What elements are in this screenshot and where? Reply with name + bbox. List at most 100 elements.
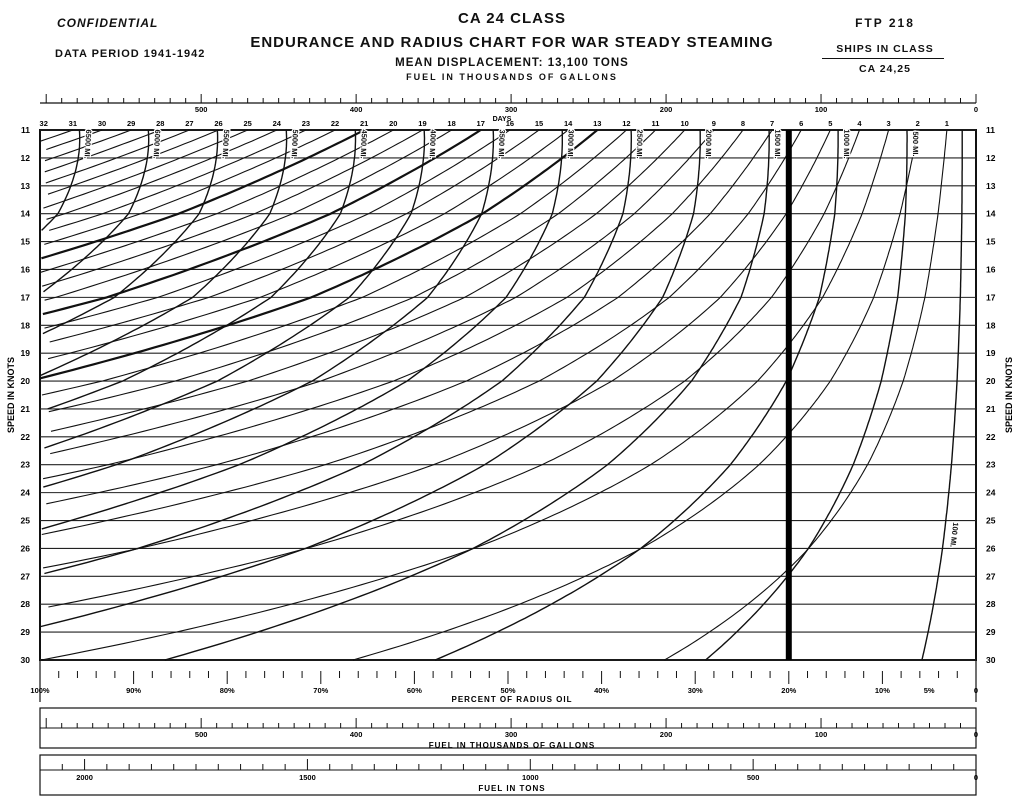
speed-tick-right: 12 (986, 153, 996, 163)
tons-axis-box (39, 754, 977, 796)
radius-curve (44, 129, 426, 449)
speed-tick-left: 21 (21, 404, 31, 414)
radius-label: 5500 MI. (221, 129, 232, 159)
days-tick-label: 21 (360, 119, 368, 128)
speed-tick-right: 20 (986, 376, 996, 386)
days-curve (44, 129, 132, 162)
radius-curve (164, 130, 770, 661)
tons-tick-label: 0 (974, 773, 978, 782)
y-axis-label-right: SPEED IN KNOTS (1004, 357, 1014, 433)
speed-tick-right: 26 (986, 543, 996, 553)
radius-curve (41, 129, 81, 231)
radius-curve (42, 129, 219, 335)
speed-tick-right: 30 (986, 655, 996, 665)
days-tick-label: 6 (799, 119, 803, 128)
percent-tick-label: 100% (30, 686, 50, 695)
speed-tick-left: 30 (21, 655, 31, 665)
speed-tick-left: 29 (21, 627, 31, 637)
top-axis-tick-label: 400 (350, 105, 363, 114)
days-curve (47, 129, 569, 360)
radius-label: 3500 MI. (497, 129, 507, 158)
days-tick-label: 20 (389, 119, 397, 128)
speed-tick-left: 22 (21, 432, 31, 442)
speed-tick-right: 23 (986, 460, 996, 470)
days-curve (664, 129, 948, 661)
days-tick-label: 3 (887, 119, 891, 128)
days-curve (46, 129, 278, 220)
days-tick-label: 28 (156, 119, 164, 128)
radius-label: 5000 MI. (290, 129, 300, 159)
speed-tick-right: 19 (986, 348, 996, 358)
days-tick-label: 16 (506, 119, 514, 128)
ships-in-class-label: SHIPS IN CLASS (836, 43, 934, 55)
days-curve (42, 129, 482, 316)
days-curve (42, 129, 831, 569)
y-axis-label-left: SPEED IN KNOTS (6, 357, 16, 433)
gallons-tick-label: 500 (195, 730, 208, 739)
days-tick-label: 25 (243, 119, 251, 128)
speed-tick-right: 11 (986, 125, 995, 135)
days-tick-label: 22 (331, 119, 339, 128)
days-tick-label: 18 (447, 119, 455, 128)
top-axis-tick-label: 0 (974, 105, 978, 114)
speed-tick-left: 18 (21, 320, 31, 330)
days-tick-label: 32 (40, 119, 48, 128)
days-axis-label: DAYS (493, 116, 512, 123)
radius-curve (43, 129, 495, 488)
radius-curve (40, 129, 701, 628)
radius-label: 4000 MI. (428, 129, 438, 159)
percent-tick-label: 0 (974, 686, 978, 695)
days-tick-label: 9 (712, 119, 716, 128)
radius-curve (921, 130, 963, 661)
gallons-tick-label: 400 (350, 730, 363, 739)
speed-tick-left: 14 (21, 209, 31, 219)
class-title: CA 24 CLASS (458, 10, 566, 27)
top-fuel-axis-label: FUEL IN THOUSANDS OF GALLONS (406, 72, 618, 82)
days-tick-label: 17 (477, 119, 485, 128)
speed-tick-right: 15 (986, 237, 996, 247)
speed-tick-right: 28 (986, 599, 996, 609)
days-curve (49, 129, 307, 231)
days-tick-label: 24 (273, 119, 282, 128)
days-tick-label: 10 (680, 119, 688, 128)
confidential-stamp: CONFIDENTIAL (57, 16, 159, 30)
days-curve (42, 129, 423, 287)
days-tick-label: 26 (214, 119, 222, 128)
days-curve (45, 129, 190, 184)
days-tick-label: 14 (564, 119, 573, 128)
days-tick-label: 5 (828, 119, 832, 128)
tons-tick-label: 1500 (299, 773, 316, 782)
days-tick-label: 8 (741, 119, 745, 128)
speed-tick-right: 14 (986, 209, 996, 219)
speed-tick-right: 29 (986, 627, 996, 637)
chart-title: ENDURANCE AND RADIUS CHART FOR WAR STEAD… (250, 34, 774, 51)
days-curve (44, 129, 511, 329)
speed-tick-left: 16 (21, 264, 31, 274)
percent-tick-label: 10% (875, 686, 890, 695)
days-tick-label: 30 (98, 119, 106, 128)
speed-tick-left: 15 (21, 237, 31, 247)
days-tick-label: 7 (770, 119, 774, 128)
radius-curve (434, 130, 839, 661)
days-curve (41, 129, 627, 396)
speed-tick-left: 24 (21, 488, 31, 498)
days-curve (39, 129, 598, 380)
days-tick-label: 2 (916, 119, 920, 128)
tons-axis-label: FUEL IN TONS (478, 784, 545, 793)
speed-tick-left: 23 (21, 460, 31, 470)
percent-tick-label: 40% (594, 686, 609, 695)
percent-axis-label: PERCENT OF RADIUS OIL (451, 695, 572, 704)
top-axis-tick-label: 500 (195, 105, 208, 114)
days-curve (41, 129, 890, 661)
radius-label: 3000 MI. (566, 129, 576, 158)
gallons-tick-label: 200 (660, 730, 673, 739)
ships-in-class-divider (822, 58, 944, 59)
speed-tick-right: 22 (986, 432, 996, 442)
radius-label: 2000 MI. (704, 129, 714, 158)
percent-tick-label: 30% (688, 686, 703, 695)
speed-tick-left: 11 (21, 125, 30, 135)
radius-label: 1500 MI. (773, 129, 782, 158)
percent-tick-label: 80% (220, 686, 235, 695)
days-curve (50, 129, 686, 432)
